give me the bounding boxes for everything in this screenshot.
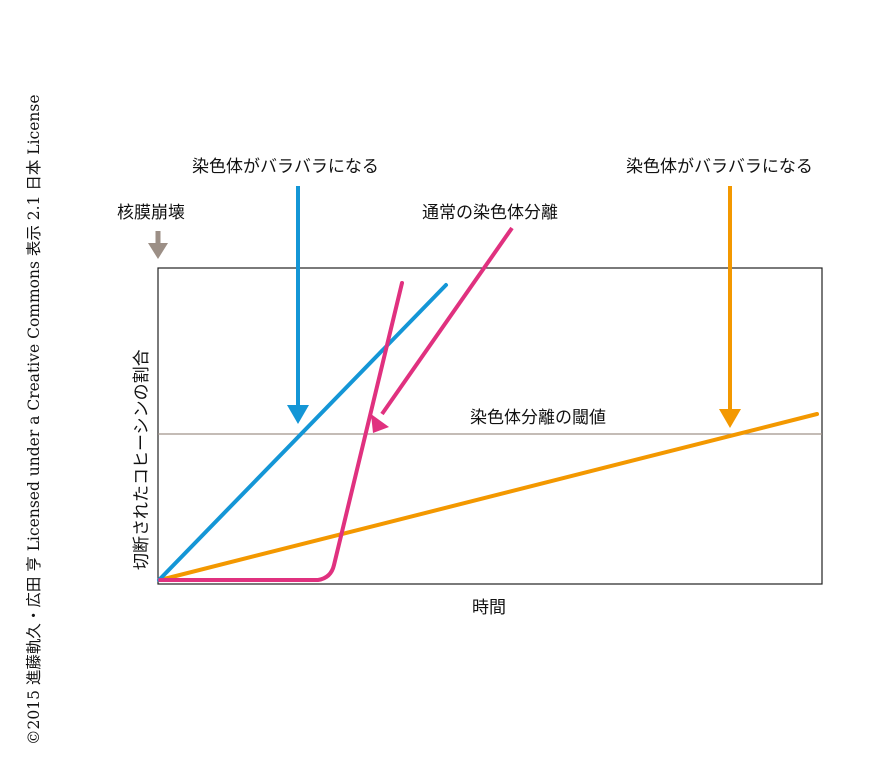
pink-callout-label: 通常の染色体分離 xyxy=(422,203,558,223)
blue-line xyxy=(157,283,448,582)
x-axis-label: 時間 xyxy=(472,598,506,618)
blue-callout-label: 染色体がバラバラになる xyxy=(192,157,379,177)
pink-callout-arrow xyxy=(371,226,514,433)
threshold-label: 染色体分離の閾値 xyxy=(470,408,606,428)
orange-callout-label: 染色体がバラバラになる xyxy=(626,157,813,177)
orange-callout-arrow xyxy=(719,186,741,428)
plot-frame xyxy=(157,267,823,585)
pink-curve xyxy=(158,281,404,582)
blue-callout-arrow xyxy=(287,186,309,424)
nuclear-envelope-breakdown-label: 核膜崩壊 xyxy=(117,203,185,223)
y-axis-label: 切断されたコヒーシンの割合 xyxy=(132,349,152,570)
copyright-notice: ©2015 進藤軌久・広田 亨 Licensed under a Creativ… xyxy=(25,94,43,745)
orange-line xyxy=(158,412,819,582)
down-arrow-icon xyxy=(148,231,168,259)
